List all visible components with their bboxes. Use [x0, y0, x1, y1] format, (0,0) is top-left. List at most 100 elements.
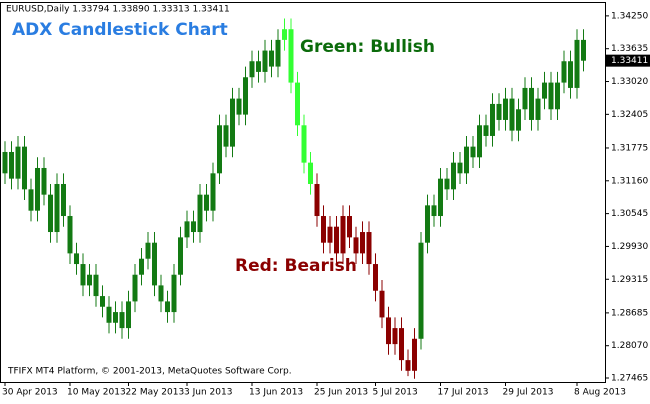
candle-body — [139, 258, 144, 275]
y-tick-label: 1.33635 — [611, 44, 648, 54]
candle-body — [366, 232, 372, 265]
candle-body — [204, 194, 209, 211]
candle-body — [178, 237, 183, 275]
candle-body — [360, 232, 365, 254]
candle-body — [145, 242, 151, 259]
candle-body — [444, 178, 450, 190]
candle-body — [425, 205, 430, 243]
annotation: Green: Bullish — [300, 37, 435, 57]
candle-body — [301, 125, 307, 163]
y-tick-label: 1.28070 — [611, 341, 648, 351]
candle-body — [223, 125, 229, 147]
candle-body — [542, 82, 547, 99]
x-tick-label: 30 Apr 2013 — [2, 388, 58, 398]
candle-body — [470, 146, 476, 158]
candle-body — [386, 317, 391, 345]
candle-body — [405, 360, 411, 371]
candle-body — [132, 274, 138, 302]
candle-body — [106, 306, 112, 323]
candle-body — [373, 264, 378, 291]
candle-body — [100, 296, 105, 307]
candle-body — [418, 242, 424, 339]
last-price-label: 1.33411 — [611, 56, 648, 66]
candle-body — [87, 274, 92, 286]
candle-body — [35, 167, 40, 211]
candle-body — [74, 253, 79, 265]
candle-body — [522, 87, 528, 110]
candle-body — [516, 109, 521, 131]
candle-body — [464, 146, 469, 174]
candle-body — [236, 98, 242, 115]
candle-body — [431, 205, 437, 217]
candle-body — [295, 82, 300, 126]
x-tick-label: 17 Jul 2013 — [438, 388, 489, 398]
candle-body — [282, 29, 287, 40]
y-tick-label: 1.29930 — [611, 242, 648, 252]
candle-body — [392, 328, 398, 345]
candle-body — [555, 82, 560, 110]
candle-body — [61, 183, 66, 217]
annotation: Red: Bearish — [235, 256, 357, 276]
y-tick-label: 1.27465 — [611, 373, 648, 383]
candle-body — [347, 216, 352, 238]
candle-body — [574, 39, 580, 88]
x-tick-label: 10 May 2013 — [67, 388, 126, 398]
candle-body — [158, 285, 164, 302]
candle-body — [314, 183, 320, 217]
candle-body — [490, 103, 495, 136]
candle-body — [217, 125, 222, 174]
candle-body — [496, 103, 502, 120]
candle-body — [509, 98, 515, 131]
candle-body — [535, 98, 541, 120]
y-tick-label: 1.34250 — [611, 11, 648, 21]
x-tick-label: 13 Jun 2013 — [249, 388, 303, 398]
candle-body — [340, 216, 346, 254]
candle-body — [529, 87, 534, 120]
candle-body — [477, 125, 482, 158]
y-tick-label: 1.32405 — [611, 110, 648, 120]
x-tick-label: 25 Jun 2013 — [314, 388, 368, 398]
candle-body — [269, 50, 274, 67]
candle-body — [548, 82, 554, 110]
candles — [2, 18, 586, 379]
candle-body — [334, 226, 339, 254]
candle-body — [288, 29, 294, 83]
candle-body — [321, 216, 326, 243]
y-tick-label: 1.30545 — [611, 209, 648, 219]
chart-title: ADX Candlestick Chart — [12, 20, 228, 40]
candle-body — [41, 167, 47, 195]
last-price-box — [606, 54, 650, 67]
y-tick-label: 1.33020 — [611, 77, 648, 87]
candle-body — [243, 77, 248, 115]
x-tick-label: 8 Aug 2013 — [574, 388, 626, 398]
candle-body — [327, 226, 333, 243]
candle-body — [412, 338, 417, 371]
x-tick-label: 29 Jul 2013 — [503, 388, 554, 398]
candle-body — [119, 312, 125, 329]
plot-frame — [0, 2, 606, 383]
candle-body — [230, 98, 235, 147]
candle-body — [399, 328, 404, 361]
x-tick-label: 3 Jun 2013 — [184, 388, 232, 398]
candle-body — [93, 274, 99, 297]
candle-body — [48, 194, 53, 233]
candle-body — [275, 39, 281, 67]
candle-body — [457, 162, 463, 174]
candle-body — [67, 216, 73, 254]
candle-body — [379, 290, 385, 318]
candle-body — [2, 151, 8, 174]
candle-body — [197, 194, 203, 233]
x-tick-label: 5 Jul 2013 — [373, 388, 418, 398]
symbol-info: EURUSD,Daily 1.33794 1.33890 1.33313 1.3… — [6, 5, 230, 15]
footer: TFIFX MT4 Platform, © 2001-2013, MetaQuo… — [7, 367, 292, 377]
candle-body — [22, 146, 27, 190]
candle-body — [483, 125, 489, 136]
candle-body — [249, 61, 255, 78]
x-tick-label: 22 May 2013 — [126, 388, 185, 398]
candle-body — [262, 50, 268, 72]
candle-body — [113, 312, 118, 323]
candle-body — [256, 61, 261, 72]
candle-body — [184, 221, 190, 238]
